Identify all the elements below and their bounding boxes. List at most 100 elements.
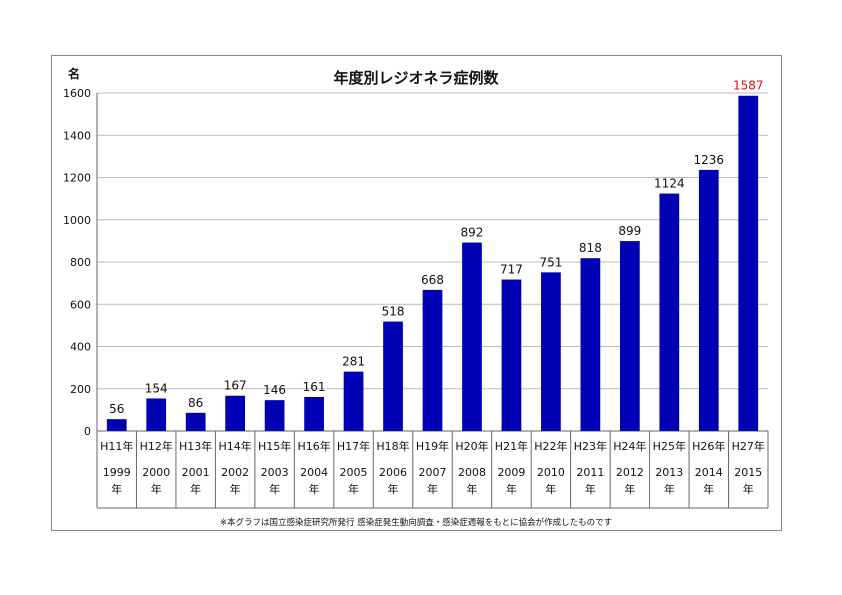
x-year-label: 1999 <box>103 466 131 479</box>
bar-2015 <box>738 95 759 431</box>
data-label-2004: 161 <box>303 380 326 394</box>
data-label-2015: 1587 <box>733 79 764 93</box>
x-year-label: 2002 <box>221 466 249 479</box>
x-category-label: H12年 <box>140 439 173 453</box>
data-label-2006: 518 <box>382 305 405 319</box>
bar-2008 <box>462 242 482 431</box>
x-axis-table: H11年 1999 年 H12年 2000 年 H13年 2001 年 H14年 2002 年 H15年… <box>96 431 769 509</box>
x-year-suffix: 年 <box>348 482 359 496</box>
y-tick-label: 1200 <box>63 172 91 185</box>
x-year-suffix: 年 <box>624 482 635 496</box>
data-label-2000: 154 <box>145 381 168 395</box>
x-year-label: 2013 <box>655 466 683 479</box>
x-year-suffix: 年 <box>309 482 320 496</box>
y-axis-unit-label: 名 <box>68 66 80 81</box>
y-tick-label: 1000 <box>63 214 91 227</box>
y-tick-label: 0 <box>84 425 91 438</box>
x-year-label: 2003 <box>261 466 289 479</box>
x-year-label: 2014 <box>695 466 723 479</box>
footnote: ※本グラフは国立感染症研究所発行 感染症発生動向調査・感染症週報をもとに協会が作… <box>220 517 612 528</box>
x-year-label: 2000 <box>142 466 170 479</box>
x-year-suffix: 年 <box>506 482 517 496</box>
x-category-label: H13年 <box>179 439 212 453</box>
x-category-label: H14年 <box>219 439 252 453</box>
x-year-suffix: 年 <box>466 482 477 496</box>
x-year-suffix: 年 <box>388 482 399 496</box>
bar-2011 <box>580 258 601 431</box>
bar-2007 <box>422 289 443 431</box>
data-label-2011: 818 <box>579 241 602 255</box>
bar-2010 <box>541 272 561 431</box>
bar-2014 <box>698 169 719 431</box>
chart-title: 年度別レジオネラ症例数 <box>333 69 499 87</box>
bar-2001 <box>185 412 206 431</box>
y-tick-label: 600 <box>70 298 91 311</box>
x-category-label: H24年 <box>613 439 646 453</box>
bar-2012 <box>619 241 640 431</box>
x-category-label: H20年 <box>455 439 488 453</box>
x-year-suffix: 年 <box>111 482 122 496</box>
x-year-label: 2007 <box>419 466 447 479</box>
x-category-label: H15年 <box>258 439 291 453</box>
y-tick-label: 1600 <box>63 87 91 100</box>
bar-2005 <box>343 371 364 431</box>
data-label-2013: 1124 <box>654 177 685 191</box>
x-category-label: H21年 <box>495 439 528 453</box>
x-category-label: H25年 <box>653 439 686 453</box>
x-category-label: H22年 <box>534 439 567 453</box>
data-label-2009: 717 <box>500 263 523 277</box>
x-year-label: 2004 <box>300 466 328 479</box>
x-year-suffix: 年 <box>190 482 201 496</box>
data-label-2007: 668 <box>421 273 444 287</box>
bar-2000 <box>146 398 167 431</box>
x-year-suffix: 年 <box>545 482 556 496</box>
x-year-label: 2012 <box>616 466 644 479</box>
bar-1999 <box>106 419 127 431</box>
x-year-suffix: 年 <box>427 482 438 496</box>
data-label-2010: 751 <box>539 255 562 269</box>
x-year-label: 2009 <box>497 466 525 479</box>
x-year-label: 2005 <box>340 466 368 479</box>
x-category-label: H16年 <box>297 439 330 453</box>
bar-2002 <box>225 395 246 431</box>
y-tick-label: 200 <box>70 383 91 396</box>
x-year-label: 2015 <box>734 466 762 479</box>
data-labels: 56 154 86 167 146 161 281 518 668 892 717 751 818 899… <box>109 79 763 416</box>
x-year-label: 2006 <box>379 466 407 479</box>
x-category-label: H27年 <box>732 439 765 453</box>
x-year-label: 2011 <box>576 466 604 479</box>
y-axis-ticks: 0 200 400 600 800 1000 1200 1400 1600 <box>63 87 91 438</box>
x-year-label: 2001 <box>182 466 210 479</box>
bar-chart: 年度別レジオネラ症例数 名 0 200 400 600 800 1000 1200 1400 1… <box>63 66 769 528</box>
bars <box>106 95 759 431</box>
y-tick-label: 1400 <box>63 129 91 142</box>
x-year-label: 2010 <box>537 466 565 479</box>
x-category-label: H11年 <box>100 439 133 453</box>
data-label-2008: 892 <box>461 226 484 240</box>
data-label-2012: 899 <box>618 224 641 238</box>
y-tick-label: 800 <box>70 256 91 269</box>
x-year-suffix: 年 <box>664 482 675 496</box>
x-category-label: H23年 <box>574 439 607 453</box>
x-year-suffix: 年 <box>269 482 280 496</box>
x-category-label: H26年 <box>692 439 725 453</box>
bar-2009 <box>501 279 522 431</box>
data-label-2001: 86 <box>188 396 203 410</box>
chart-frame: 年度別レジオネラ症例数 名 0 200 400 600 800 1000 1200 1400 1… <box>51 55 782 531</box>
data-label-2005: 281 <box>342 355 365 369</box>
data-label-1999: 56 <box>109 402 124 416</box>
bar-2013 <box>659 193 680 431</box>
data-label-2014: 1236 <box>694 153 725 167</box>
x-category-label: H18年 <box>376 439 409 453</box>
x-year-suffix: 年 <box>151 482 162 496</box>
x-year-suffix: 年 <box>585 482 596 496</box>
bar-2003 <box>264 400 285 431</box>
y-tick-label: 400 <box>70 341 91 354</box>
bar-2006 <box>383 321 403 431</box>
data-label-2002: 167 <box>224 379 247 393</box>
x-category-label: H17年 <box>337 439 370 453</box>
bar-2004 <box>304 396 324 431</box>
x-year-suffix: 年 <box>230 482 241 496</box>
x-year-label: 2008 <box>458 466 486 479</box>
data-label-2003: 146 <box>263 383 286 397</box>
